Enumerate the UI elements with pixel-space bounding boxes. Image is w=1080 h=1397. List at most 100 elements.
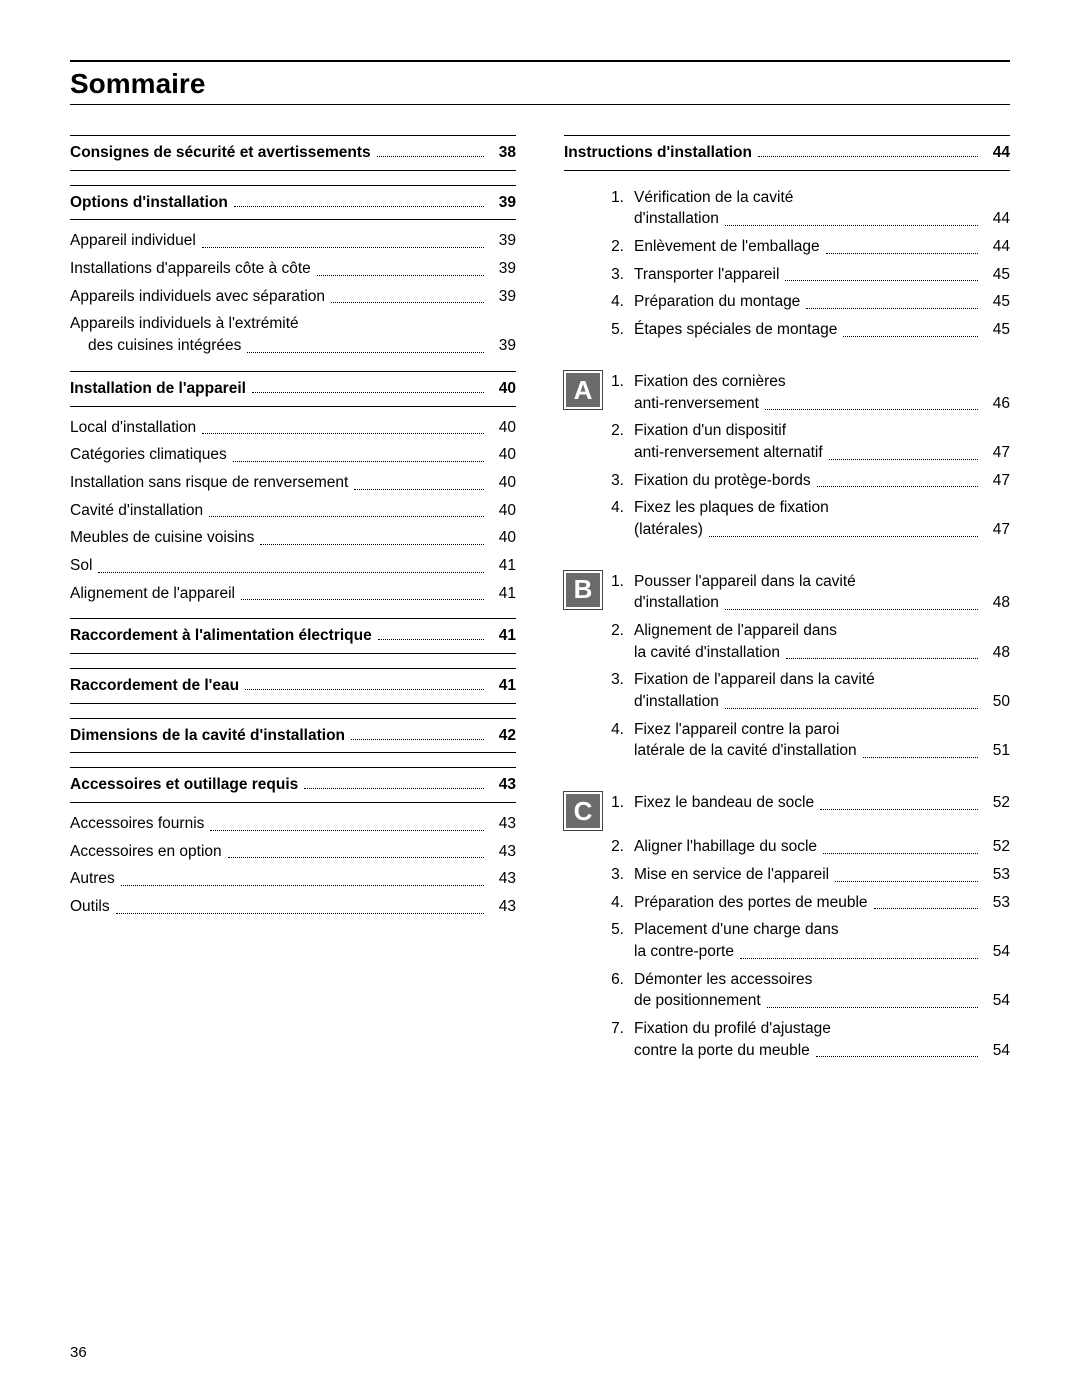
- item-body: Fixez le bandeau de socle52: [634, 792, 1010, 814]
- leader: [247, 339, 484, 353]
- leader: [351, 726, 484, 740]
- toc-page: 48: [982, 592, 1010, 614]
- leader: [874, 895, 978, 909]
- badge-slot: B: [564, 571, 610, 609]
- leader: [234, 193, 484, 207]
- toc-page: 50: [982, 691, 1010, 713]
- toc-page: 39: [488, 192, 516, 214]
- toc-item-label: Enlèvement de l'emballage: [634, 236, 820, 258]
- toc-item-label: Catégories climatiques: [70, 444, 227, 466]
- leader: [252, 379, 484, 393]
- leader: [817, 473, 978, 487]
- leader: [767, 994, 978, 1008]
- leader: [304, 775, 484, 789]
- toc-section-head: Accessoires et outillage requis43: [70, 767, 516, 803]
- toc-page: 53: [982, 864, 1010, 886]
- toc-item-label: Placement d'une charge dans: [634, 919, 839, 941]
- toc-page: 38: [488, 142, 516, 164]
- toc-page: 53: [982, 892, 1010, 914]
- toc-item-label: Local d'installation: [70, 417, 196, 439]
- group-gap: [564, 347, 1010, 365]
- item-body: Fixation des cornièresanti-renversement4…: [634, 371, 1010, 414]
- item-number: 5.: [610, 319, 634, 341]
- item-body: Pousser l'appareil dans la cavitéd'insta…: [634, 571, 1010, 614]
- item-number: 4.: [610, 719, 634, 741]
- toc-page: 41: [488, 555, 516, 577]
- toc-page: 41: [488, 625, 516, 647]
- toc-page: 40: [488, 378, 516, 400]
- badge-slot: C: [564, 792, 610, 830]
- item-number: 7.: [610, 1018, 634, 1040]
- item-number: 4.: [610, 497, 634, 519]
- toc-section-head: Raccordement de l'eau41: [70, 668, 516, 704]
- toc-item: Accessoires fournis43: [70, 813, 516, 835]
- toc-numbered-item: 4.Fixez les plaques de fixation(latérale…: [564, 497, 1010, 540]
- toc-numbered-item: 2.Fixation d'un dispositifanti-renversem…: [564, 420, 1010, 463]
- toc-page: 43: [488, 813, 516, 835]
- toc-item-label-cont: anti-renversement alternatif: [634, 442, 823, 464]
- toc-item: Appareils individuels avec séparation39: [70, 286, 516, 308]
- leader: [816, 1043, 978, 1057]
- toc-numbered-item: 6.Démonter les accessoiresde positionnem…: [564, 969, 1010, 1012]
- toc-item-label: Fixation des cornières: [634, 371, 786, 393]
- columns: Consignes de sécurité et avertissements3…: [70, 135, 1010, 1067]
- leader: [823, 840, 978, 854]
- toc-item-label: Fixation de l'appareil dans la cavité: [634, 669, 875, 691]
- toc-page: 44: [982, 236, 1010, 258]
- left-column: Consignes de sécurité et avertissements3…: [70, 135, 516, 1067]
- leader: [228, 845, 484, 859]
- toc-item-label-cont: latérale de la cavité d'installation: [634, 740, 857, 762]
- toc-page: 41: [488, 675, 516, 697]
- right-column: Instructions d'installation441.Vérificat…: [564, 135, 1010, 1067]
- toc-page: 44: [982, 208, 1010, 230]
- item-body: Fixez l'appareil contre la paroilatérale…: [634, 719, 1010, 762]
- leader: [317, 262, 484, 276]
- toc-page: 42: [488, 725, 516, 747]
- toc-item-label: Autres: [70, 868, 115, 890]
- toc-item-label: Appareils individuels avec séparation: [70, 286, 325, 308]
- toc-page: 40: [488, 500, 516, 522]
- item-number: 1.: [610, 792, 634, 814]
- item-body: Fixez les plaques de fixation(latérales)…: [634, 497, 1010, 540]
- toc-page: 47: [982, 470, 1010, 492]
- toc-head-label: Dimensions de la cavité d'installation: [70, 725, 345, 747]
- item-number: 1.: [610, 571, 634, 593]
- toc-page: 48: [982, 642, 1010, 664]
- page-number: 36: [70, 1344, 87, 1361]
- toc-item-label-cont: de positionnement: [634, 990, 761, 1012]
- item-body: Mise en service de l'appareil53: [634, 864, 1010, 886]
- item-body: Fixation d'un dispositifanti-renversemen…: [634, 420, 1010, 463]
- leader: [210, 817, 484, 831]
- step-badge-b: B: [564, 571, 602, 609]
- toc-item-label-cont: d'installation: [634, 691, 719, 713]
- toc-numbered-item: 2.Alignement de l'appareil dansla cavité…: [564, 620, 1010, 663]
- toc-item: Appareils individuels à l'extrémitédes c…: [70, 313, 516, 356]
- toc-item-label: Fixation d'un dispositif: [634, 420, 786, 442]
- leader: [121, 872, 484, 886]
- toc-numbered-item: 1.Vérification de la cavitéd'installatio…: [564, 187, 1010, 230]
- leader: [378, 626, 484, 640]
- toc-item-label: Étapes spéciales de montage: [634, 319, 837, 341]
- leader: [725, 596, 978, 610]
- leader: [786, 645, 978, 659]
- leader: [241, 586, 484, 600]
- toc-section-head: Installation de l'appareil40: [70, 371, 516, 407]
- toc-page: 54: [982, 1040, 1010, 1062]
- step-badge-c: C: [564, 792, 602, 830]
- toc-item: Meubles de cuisine voisins40: [70, 527, 516, 549]
- leader: [98, 559, 484, 573]
- toc-page: 40: [488, 527, 516, 549]
- item-number: 1.: [610, 187, 634, 209]
- item-body: Préparation des portes de meuble53: [634, 892, 1010, 914]
- item-body: Préparation du montage45: [634, 291, 1010, 313]
- page: Sommaire Consignes de sécurité et averti…: [0, 0, 1080, 1397]
- leader: [331, 290, 484, 304]
- toc-item: Cavité d'installation40: [70, 500, 516, 522]
- toc-page: 52: [982, 836, 1010, 858]
- toc-numbered-item: C 1.Fixez le bandeau de socle52: [564, 792, 1010, 830]
- toc-item-label: Fixez les plaques de fixation: [634, 497, 829, 519]
- toc-page: 43: [488, 868, 516, 890]
- item-number: 2.: [610, 420, 634, 442]
- toc-item-label: Fixation du protège-bords: [634, 470, 811, 492]
- leader: [260, 531, 484, 545]
